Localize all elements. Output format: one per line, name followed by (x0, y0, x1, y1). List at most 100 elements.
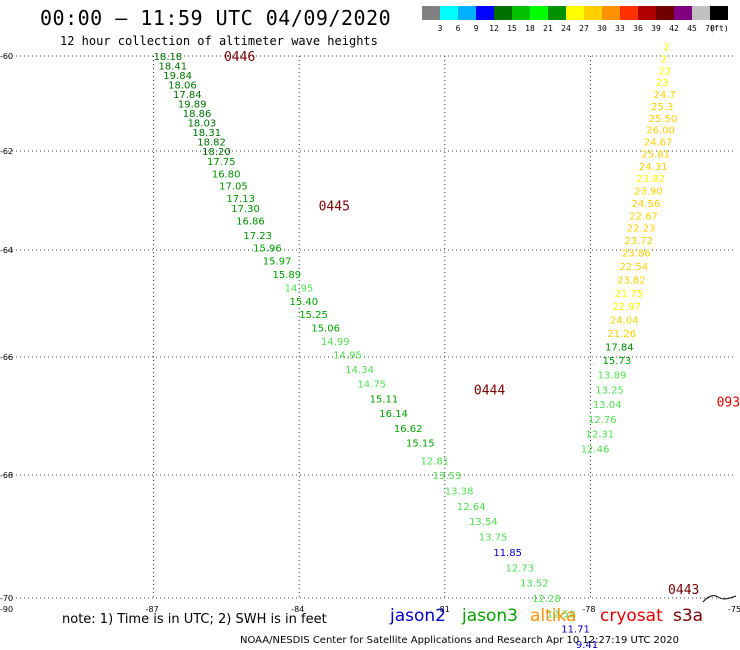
lat-tick-label: -70 (0, 594, 13, 603)
swh-value: 18.41 (158, 62, 187, 73)
legend-swatch (620, 6, 638, 20)
legend-label: 12 (489, 24, 499, 33)
mission-jason3: jason3 (462, 606, 518, 626)
pass-time-label: 0443 (668, 583, 699, 598)
legend-swatch (710, 6, 728, 20)
swh-value: 12.81 (421, 456, 450, 467)
swh-value: 22.23 (627, 224, 656, 235)
coastline-fragment (702, 595, 737, 603)
swh-value: 16.86 (236, 216, 265, 227)
swh-value: 14.75 (357, 380, 386, 391)
swh-value: 13.04 (593, 400, 622, 411)
lon-tick-label: -78 (582, 605, 595, 614)
swh-value: 18.86 (183, 109, 212, 120)
swh-value: 23 (656, 78, 669, 89)
legend-swatch (422, 6, 440, 20)
lon-tick-label: -81 (437, 605, 450, 614)
lat-tick-label: -62 (0, 147, 13, 156)
legend-label: 3 (437, 24, 443, 33)
lon-tick-label: -90 (0, 605, 13, 614)
pass-time-label: 0446 (224, 50, 255, 65)
swh-value: 17.84 (605, 342, 634, 353)
swh-value: 11.85 (493, 548, 522, 559)
swh-value: 23.82 (637, 174, 666, 185)
swh-value: 17.13 (226, 194, 255, 205)
legend-swatch (458, 6, 476, 20)
swh-value: 21.26 (607, 329, 636, 340)
mission-jason2: jason2 (390, 606, 446, 626)
swh-value: 22.54 (620, 262, 649, 273)
pass-time-label: 0445 (319, 199, 350, 214)
legend-swatch (476, 6, 494, 20)
swh-value: 16.80 (212, 169, 241, 180)
legend-label: 30 (597, 24, 607, 33)
swh-value: 12.76 (588, 415, 617, 426)
credit-line: NOAA/NESDIS Center for Satellite Applica… (240, 635, 679, 646)
legend-color-bar (422, 6, 728, 20)
legend-swatch (512, 6, 530, 20)
footer-note: note: 1) Time is in UTC; 2) SWH is in fe… (62, 612, 327, 627)
swh-value: 19.89 (178, 100, 207, 111)
swh-value: 17.75 (207, 157, 236, 168)
legend-label: 42 (669, 24, 679, 33)
swh-value: 18.82 (197, 138, 226, 149)
swh-value: 13.52 (520, 579, 549, 590)
legend-label: 24 (561, 24, 571, 33)
swh-value: 23.72 (624, 236, 653, 247)
legend-swatch (638, 6, 656, 20)
mission-altika: altika (530, 606, 577, 626)
legend-swatch (494, 6, 512, 20)
swh-value: 24.04 (610, 316, 639, 327)
pass-time-labels: 0446 0445 0444 0939 0443 (224, 50, 740, 598)
swh-value: 2 (661, 54, 667, 65)
swh-value: 22.67 (629, 211, 658, 222)
legend-label: (ft) (709, 24, 729, 33)
map-grid (8, 55, 736, 599)
lat-tick-label: -64 (0, 246, 13, 255)
mission-s3a: s3a (673, 606, 704, 626)
legend-label: 9 (473, 24, 479, 33)
swh-values: 18.1818.4119.8418.0617.8419.8918.8618.03… (154, 43, 678, 650)
swh-value: 14.95 (333, 350, 362, 361)
swh-value: 12.46 (581, 444, 610, 455)
swh-value: 13.89 (598, 371, 627, 382)
swh-value: 13.53 (433, 471, 462, 482)
pass-time-label: 0444 (474, 383, 505, 398)
legend-label: 70 (705, 24, 715, 33)
legend-swatch (674, 6, 692, 20)
map-title: 00:00 – 11:59 UTC 04/09/2020 (40, 6, 392, 30)
swh-value: 24.7 (653, 90, 675, 101)
swh-value: 15.25 (299, 310, 328, 321)
swh-value: 15.73 (603, 356, 632, 367)
swh-value: 15.40 (289, 297, 318, 308)
swh-value: 13.54 (469, 517, 498, 528)
swh-value: 12.73 (505, 563, 534, 574)
lon-tick-label: -84 (291, 605, 304, 614)
swh-value: 15.89 (273, 270, 302, 281)
legend-label: 39 (651, 24, 661, 33)
swh-value: 18.20 (202, 147, 231, 158)
swh-value: 23.82 (617, 275, 646, 286)
legend-swatch (692, 6, 710, 20)
legend-label: 6 (455, 24, 461, 33)
swh-value: 24.31 (639, 162, 668, 173)
swh-value: 13.38 (445, 486, 474, 497)
swh-value: 23.90 (634, 187, 663, 198)
swh-value: 15.11 (370, 394, 399, 405)
swh-value: 26.00 (646, 126, 675, 137)
pass-time-label: 0939 (717, 395, 740, 410)
legend-swatch (440, 6, 458, 20)
swh-value: 25.81 (641, 149, 670, 160)
swh-value: 22.97 (612, 302, 641, 313)
lat-tick-label: -60 (0, 52, 13, 61)
legend-label: 27 (579, 24, 589, 33)
swh-value: 17.23 (243, 231, 272, 242)
swh-value: 2 (663, 43, 669, 54)
swh-value: 18.18 (154, 52, 183, 63)
swh-value: 15.06 (311, 324, 340, 335)
swh-value: 12.59 (547, 609, 576, 620)
swh-value: 15.97 (263, 257, 292, 268)
swh-value: 22 (658, 66, 671, 77)
swh-value: 17.05 (219, 182, 248, 193)
